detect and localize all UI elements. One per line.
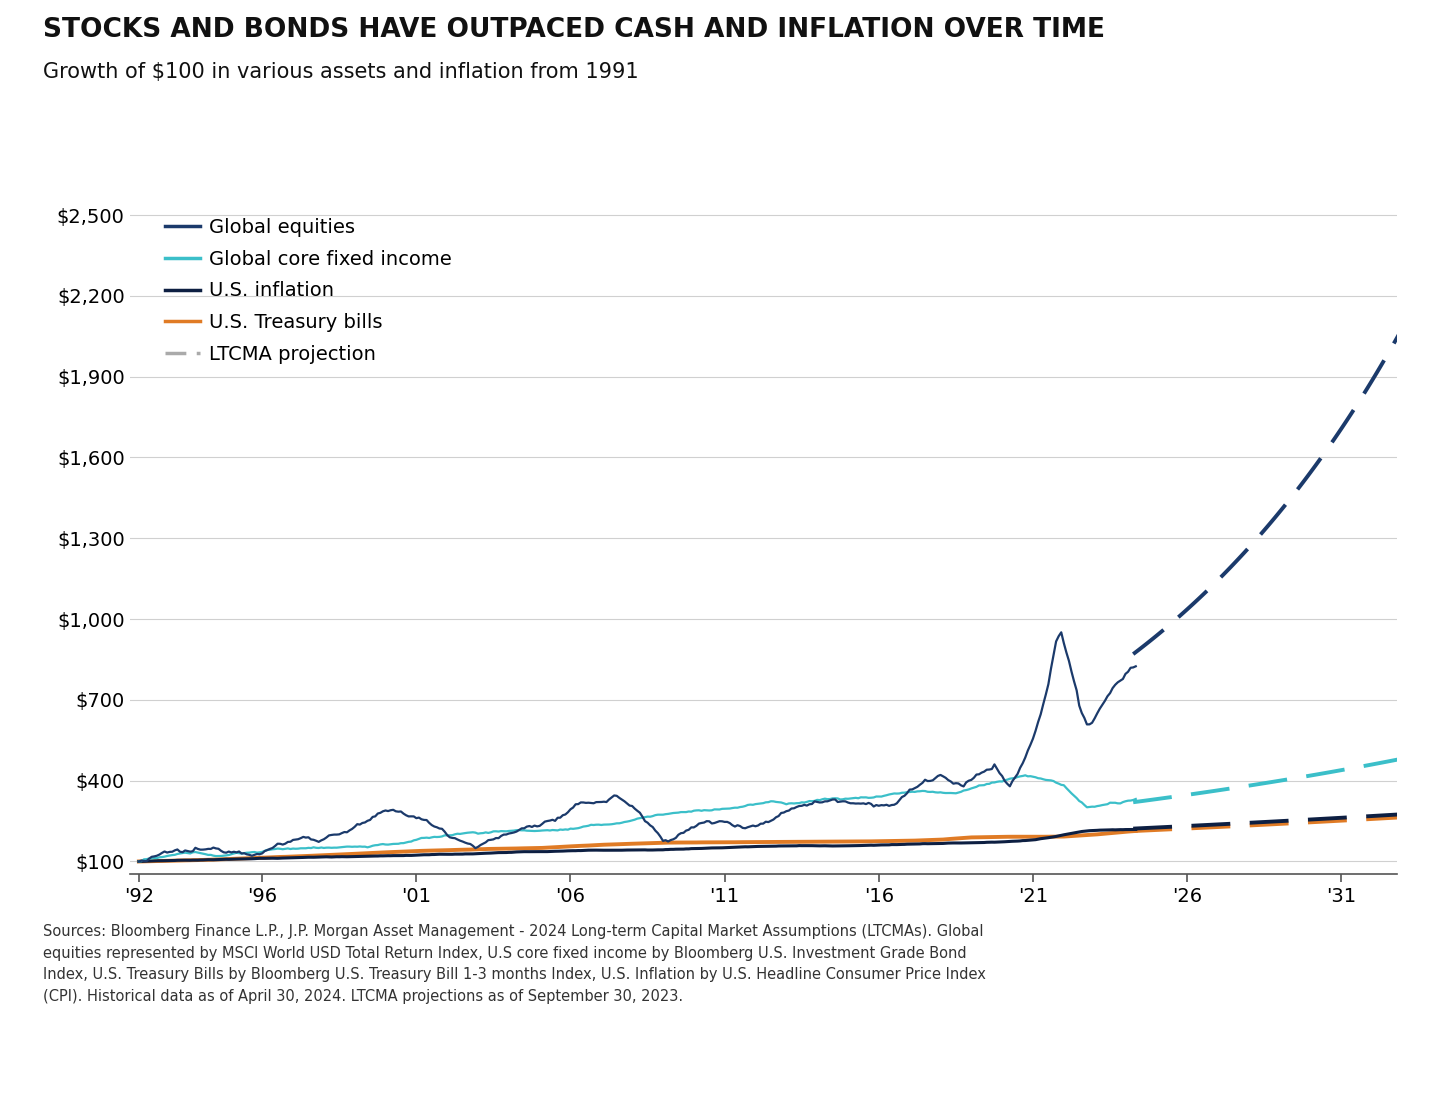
Text: STOCKS AND BONDS HAVE OUTPACED CASH AND INFLATION OVER TIME: STOCKS AND BONDS HAVE OUTPACED CASH AND … — [43, 17, 1106, 43]
Text: Sources: Bloomberg Finance L.P., J.P. Morgan Asset Management - 2024 Long-term C: Sources: Bloomberg Finance L.P., J.P. Mo… — [43, 924, 986, 1004]
Legend: Global equities, Global core fixed income, U.S. inflation, U.S. Treasury bills, : Global equities, Global core fixed incom… — [164, 218, 452, 364]
Text: Growth of $100 in various assets and inflation from 1991: Growth of $100 in various assets and inf… — [43, 62, 639, 82]
